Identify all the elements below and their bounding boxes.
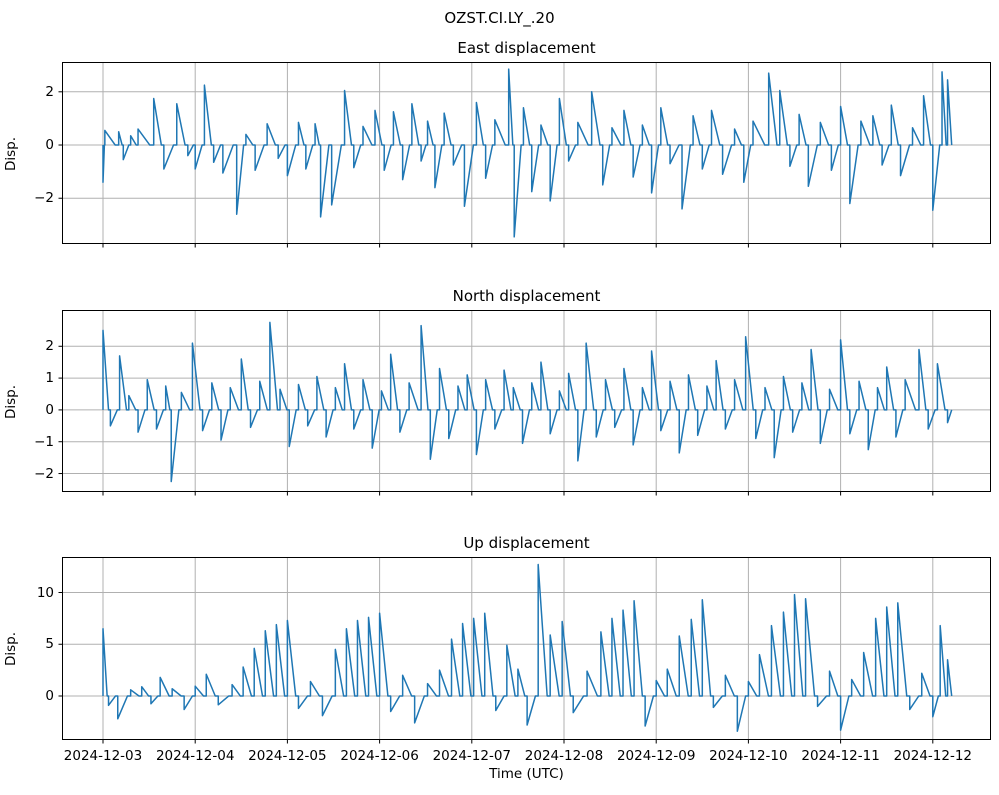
- x-tick-label: 2024-12-08: [524, 748, 604, 764]
- plot-border: [62, 62, 991, 244]
- y-tick-label: 2: [45, 83, 54, 100]
- y-tick-label: 0: [45, 137, 54, 154]
- y-tick-label: 0: [45, 401, 54, 418]
- x-tick-label: 2024-12-06: [340, 748, 419, 764]
- y-tick-label: 10: [36, 584, 54, 601]
- y-tick-label: 5: [45, 636, 54, 653]
- y-tick-label: −1: [34, 433, 54, 450]
- plot-up: [58, 557, 991, 744]
- series-line: [102, 563, 953, 732]
- y-axis-label-east: Disp.: [3, 136, 19, 172]
- y-tick-label: 2: [45, 338, 54, 355]
- x-tick-label: 2024-12-07: [432, 748, 512, 764]
- x-tick-label: 2024-12-03: [63, 748, 143, 764]
- x-tick-label: 2024-12-12: [893, 748, 973, 764]
- subplot-title-up: Up displacement: [463, 534, 590, 552]
- series-line: [102, 68, 953, 238]
- plot-border: [62, 557, 991, 740]
- subplot-title-east: East displacement: [457, 39, 596, 57]
- x-axis-label: Time (UTC): [489, 766, 564, 782]
- x-tick-label: 2024-12-04: [155, 748, 235, 764]
- y-tick-label: −2: [34, 465, 54, 482]
- x-tick-label: 2024-12-10: [709, 748, 788, 764]
- plot-east: [58, 62, 991, 248]
- y-tick-label: 1: [45, 370, 54, 387]
- series-line: [102, 321, 953, 483]
- subplot-title-north: North displacement: [452, 287, 601, 305]
- x-tick-label: 2024-12-11: [801, 748, 880, 764]
- plot-border: [62, 310, 991, 492]
- figure-title: OZST.CI.LY_.20: [444, 9, 555, 27]
- y-tick-label: −2: [34, 190, 54, 207]
- plot-north: [58, 310, 991, 496]
- x-tick-label: 2024-12-05: [248, 748, 327, 764]
- x-tick-label: 2024-12-09: [616, 748, 696, 764]
- y-tick-label: 0: [45, 688, 54, 704]
